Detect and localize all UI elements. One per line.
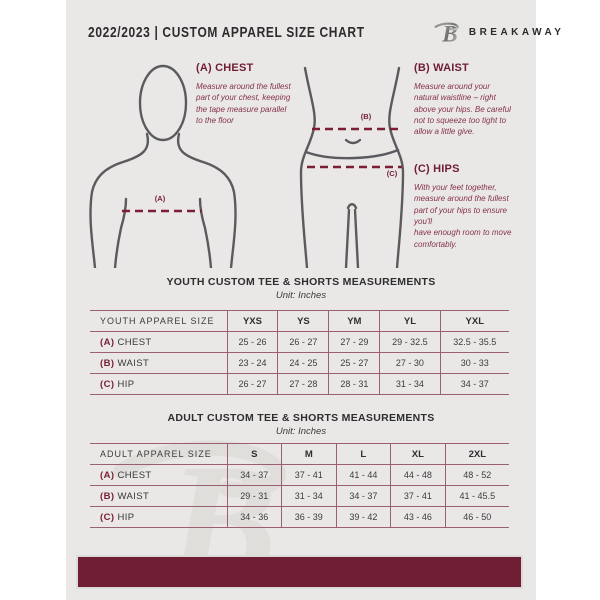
chest-row-label: (A) CHEST bbox=[90, 464, 227, 486]
measurement-value: 29 - 32.5 bbox=[379, 331, 441, 353]
size-header: M bbox=[281, 443, 337, 465]
chest-line-label: (A) bbox=[154, 194, 166, 203]
chest-instruction-heading: (A) CHEST bbox=[196, 62, 254, 74]
table-header-row: ADULT APPAREL SIZE S M L XL 2XL bbox=[90, 443, 509, 465]
measurement-value: 44 - 48 bbox=[390, 464, 446, 486]
measurement-value: 34 - 37 bbox=[335, 485, 391, 507]
table-header-row: YOUTH APPAREL SIZE YXS YS YM YL YXL bbox=[90, 310, 509, 332]
table-row: (A) CHEST 34 - 37 37 - 41 41 - 44 44 - 4… bbox=[90, 464, 509, 486]
waist-row-label: (B) WAIST bbox=[90, 485, 227, 507]
measurement-value: 41 - 45.5 bbox=[444, 485, 509, 507]
table-row: (C) HIP 34 - 36 36 - 39 39 - 42 43 - 46 … bbox=[90, 506, 509, 528]
waist-instruction-text: Measure around your natural waistline – … bbox=[414, 82, 511, 137]
size-header: YXS bbox=[226, 310, 278, 332]
page-title: 2022/2023 | CUSTOM APPAREL SIZE CHART bbox=[88, 23, 365, 41]
size-header: YL bbox=[379, 310, 441, 332]
measurement-value: 48 - 52 bbox=[444, 464, 509, 486]
measurement-value: 30 - 33 bbox=[439, 352, 509, 374]
adult-table-title: ADULT CUSTOM TEE & SHORTS MEASUREMENTS bbox=[167, 412, 435, 424]
youth-table-title: YOUTH CUSTOM TEE & SHORTS MEASUREMENTS bbox=[166, 276, 436, 288]
brand-name: BREAKAWAY bbox=[468, 26, 565, 38]
measurement-value: 27 - 30 bbox=[379, 352, 441, 374]
svg-text:B: B bbox=[441, 20, 457, 44]
hips-instruction-block: (C) HIPS With your feet together, measur… bbox=[414, 163, 520, 250]
adult-table-unit: Unit: Inches bbox=[275, 426, 327, 437]
adult-size-column-header: ADULT APPAREL SIZE bbox=[90, 443, 227, 465]
measurement-value: 27 - 28 bbox=[277, 373, 329, 395]
measurement-value: 41 - 44 bbox=[335, 464, 391, 486]
measurement-value: 25 - 26 bbox=[226, 331, 278, 353]
table-row: (C) HIP 26 - 27 27 - 28 28 - 31 31 - 34 … bbox=[90, 373, 509, 395]
measurement-value: 26 - 27 bbox=[226, 373, 278, 395]
measurement-value: 34 - 36 bbox=[226, 506, 282, 528]
measurement-value: 36 - 39 bbox=[281, 506, 337, 528]
measurement-value: 24 - 25 bbox=[277, 352, 329, 374]
youth-size-column-header: YOUTH APPAREL SIZE bbox=[90, 310, 227, 332]
measurement-value: 39 - 42 bbox=[335, 506, 391, 528]
measurement-value: 37 - 41 bbox=[390, 485, 446, 507]
hips-line-label: (C) bbox=[386, 169, 398, 178]
footer-accent-bar bbox=[76, 555, 523, 589]
measurement-value: 46 - 50 bbox=[444, 506, 509, 528]
waist-line-label: (B) bbox=[360, 112, 372, 121]
size-header: L bbox=[335, 443, 391, 465]
adult-size-table: ADULT APPAREL SIZE S M L XL 2XL (A) CHES… bbox=[90, 443, 509, 528]
size-header: YXL bbox=[439, 310, 509, 332]
size-header: YS bbox=[277, 310, 329, 332]
youth-table-unit: Unit: Inches bbox=[275, 290, 327, 301]
lower-body-figure-illustration bbox=[299, 66, 405, 268]
chest-instruction-text: Measure around the fullest part of your … bbox=[196, 82, 291, 126]
hip-row-label: (C) HIP bbox=[90, 373, 227, 395]
measurement-value: 28 - 31 bbox=[328, 373, 380, 395]
hips-instruction-text: With your feet together, measure around … bbox=[414, 183, 512, 249]
size-header: XL bbox=[390, 443, 446, 465]
measurement-value: 43 - 46 bbox=[390, 506, 446, 528]
breakaway-b-logo-icon: B bbox=[434, 20, 459, 45]
measurement-value: 27 - 29 bbox=[328, 331, 380, 353]
measurement-value: 32.5 - 35.5 bbox=[439, 331, 509, 353]
chest-instruction-block: (A) CHEST Measure around the fullest par… bbox=[196, 62, 292, 126]
table-row: (B) WAIST 23 - 24 24 - 25 25 - 27 27 - 3… bbox=[90, 352, 509, 374]
size-header: 2XL bbox=[444, 443, 509, 465]
header: 2022/2023 | CUSTOM APPAREL SIZE CHART B … bbox=[88, 18, 561, 46]
measurement-value: 29 - 31 bbox=[226, 485, 282, 507]
size-header: S bbox=[226, 443, 282, 465]
measurement-value: 34 - 37 bbox=[439, 373, 509, 395]
measurement-value: 26 - 27 bbox=[277, 331, 329, 353]
measurement-value: 25 - 27 bbox=[328, 352, 380, 374]
page-background: B 2022/2023 | CUSTOM APPAREL SIZE CHART … bbox=[66, 0, 561, 600]
waist-row-label: (B) WAIST bbox=[90, 352, 227, 374]
hips-instruction-heading: (C) HIPS bbox=[414, 163, 460, 175]
measurement-value: 37 - 41 bbox=[281, 464, 337, 486]
hip-row-label: (C) HIP bbox=[90, 506, 227, 528]
measurement-value: 23 - 24 bbox=[226, 352, 278, 374]
table-row: (A) CHEST 25 - 26 26 - 27 27 - 29 29 - 3… bbox=[90, 331, 509, 353]
measurement-value: 31 - 34 bbox=[379, 373, 441, 395]
waist-instruction-heading: (B) WAIST bbox=[414, 62, 469, 74]
brand-lockup: B BREAKAWAY bbox=[434, 20, 565, 45]
youth-size-table: YOUTH APPAREL SIZE YXS YS YM YL YXL (A) … bbox=[90, 310, 509, 395]
chest-row-label: (A) CHEST bbox=[90, 331, 227, 353]
waist-instruction-block: (B) WAIST Measure around your natural wa… bbox=[414, 62, 514, 138]
torso-figure-illustration bbox=[89, 64, 237, 268]
size-header: YM bbox=[328, 310, 380, 332]
table-row: (B) WAIST 29 - 31 31 - 34 34 - 37 37 - 4… bbox=[90, 485, 509, 507]
measurement-value: 31 - 34 bbox=[281, 485, 337, 507]
measurement-value: 34 - 37 bbox=[226, 464, 282, 486]
